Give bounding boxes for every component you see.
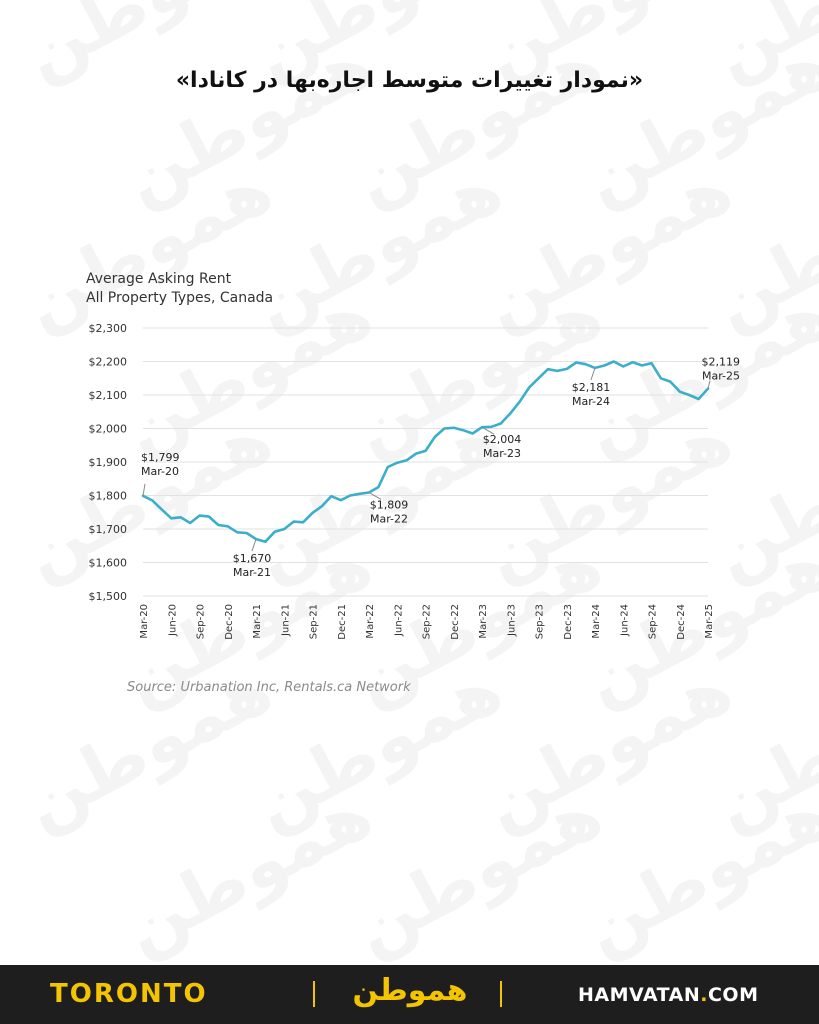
x-tick-label: Dec-23 (563, 604, 574, 640)
y-tick-label: $1,800 (89, 490, 128, 503)
footer-city: TORONTO (50, 979, 208, 1009)
annotation-value: $1,670 (233, 552, 272, 565)
site-dot: . (700, 984, 708, 1006)
annotation-date: Mar-23 (483, 447, 521, 460)
annotation-leader (368, 492, 382, 500)
x-tick-label: Sep-21 (309, 604, 320, 639)
annotation-date: Mar-22 (370, 512, 408, 525)
y-tick-label: $1,600 (89, 557, 128, 570)
annotation-date: Mar-20 (141, 465, 179, 478)
watermark-text: هموطن (339, 22, 614, 220)
x-tick-label: Jun-24 (619, 604, 630, 637)
watermark-text: هموطن (109, 22, 384, 220)
y-tick-label: $2,100 (89, 389, 128, 402)
y-tick-label: $1,500 (89, 590, 128, 603)
x-tick-label: Dec-20 (224, 604, 235, 640)
watermark-text: هموطن (9, 647, 284, 845)
watermark-text: هموطن (109, 772, 384, 965)
x-tick-label: Jun-22 (393, 604, 404, 637)
y-tick-label: $2,300 (89, 322, 128, 335)
annotation-leader (251, 538, 257, 552)
annotation-leader (481, 426, 495, 435)
y-tick-label: $2,000 (89, 423, 128, 436)
watermark-text: هموطن (569, 772, 819, 965)
footer-separator (313, 981, 315, 1007)
watermark-text: هموطن (339, 772, 614, 965)
site-tld: COM (707, 984, 759, 1006)
annotation-date: Mar-24 (572, 395, 610, 408)
x-tick-label: Sep-22 (422, 604, 433, 639)
x-tick-label: Jun-20 (167, 604, 178, 637)
x-tick-label: Mar-24 (591, 604, 602, 639)
annotation-value: $2,181 (572, 381, 611, 394)
y-tick-label: $1,700 (89, 523, 128, 536)
site-name: HAMVATAN (578, 984, 701, 1006)
annotation-leader (590, 367, 596, 381)
x-tick-label: Jun-21 (280, 604, 291, 637)
x-tick-label: Mar-23 (478, 604, 489, 639)
footer-site-link[interactable]: HAMVATAN.COM (578, 984, 758, 1006)
page-title: «نمودار تغییرات متوسط اجاره‌بها در کاناد… (175, 68, 644, 93)
x-tick-label: Dec-24 (676, 604, 687, 640)
rent-line-chart: $1,500 $1,600 $1,700 $1,800 $1,900 $2,000 $2,1… (89, 322, 741, 640)
x-tick-label: Mar-22 (365, 604, 376, 639)
chart-source: Source: Urbanation Inc, Rentals.ca Netwo… (127, 680, 411, 695)
x-tick-label: Sep-24 (648, 604, 659, 639)
x-tick-label: Dec-21 (337, 604, 348, 640)
annotation-value: $1,809 (370, 498, 409, 511)
y-tick-label: $2,200 (89, 356, 128, 369)
x-tick-label: Sep-23 (535, 604, 546, 639)
annotation-value: $2,004 (483, 433, 522, 446)
annotation-date: Mar-25 (702, 370, 740, 383)
watermark-text: هموطن (699, 647, 819, 845)
chart-caption: Average Asking Rent All Property Types, … (86, 270, 273, 308)
footer-bar: TORONTO هموطن HAMVATAN.COM (0, 965, 819, 1024)
annotation-leader (142, 483, 146, 496)
annotation-date: Mar-21 (233, 566, 271, 579)
watermark-text: هموطن (239, 647, 514, 845)
x-tick-label: Jun-23 (506, 604, 517, 637)
y-tick-label: $1,900 (89, 456, 128, 469)
x-tick-label: Dec-22 (450, 604, 461, 640)
x-tick-label: Mar-25 (704, 604, 715, 639)
chart-title: Average Asking Rent (86, 271, 232, 287)
x-tick-label: Mar-20 (139, 604, 150, 639)
x-tick-label: Mar-21 (252, 604, 263, 639)
x-tick-label: Sep-20 (196, 604, 207, 639)
footer-separator (500, 981, 502, 1007)
watermark-text: هموطن (799, 22, 819, 220)
series-line (141, 360, 710, 543)
watermark-text: هموطن (469, 647, 744, 845)
annotation-leader (707, 380, 711, 389)
annotation-value: $2,119 (702, 356, 741, 369)
brand-logo: هموطن (352, 973, 468, 1008)
annotation-value: $1,799 (141, 451, 180, 464)
watermark-text: هموطن (569, 22, 819, 220)
watermark-text: هموطن (799, 772, 819, 965)
chart-subtitle: All Property Types, Canada (86, 290, 274, 306)
